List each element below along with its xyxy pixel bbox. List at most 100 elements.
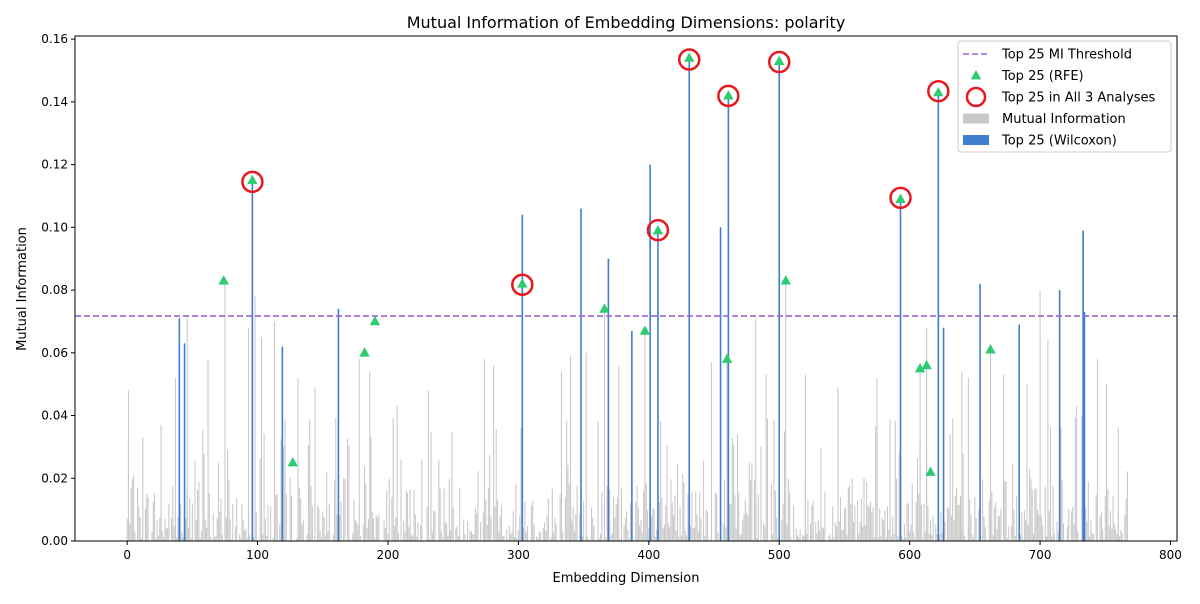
mi-bar (669, 527, 671, 541)
wilcoxon-bar (657, 230, 659, 541)
mi-bar (306, 534, 308, 541)
rfe-marker (933, 86, 944, 97)
mi-bar (298, 487, 300, 541)
mi-bar (773, 419, 775, 541)
mi-bar (467, 521, 469, 541)
mi-bar (339, 515, 341, 541)
mi-bar (187, 528, 189, 541)
mi-bar (902, 539, 904, 541)
mi-bar (581, 535, 583, 541)
mi-bar (474, 507, 476, 541)
mi-bar (360, 535, 362, 541)
mi-bar (939, 534, 941, 541)
mi-bar (871, 512, 873, 541)
mi-bar (872, 507, 874, 541)
mi-bar (614, 517, 616, 541)
mi-bar (746, 512, 748, 541)
mi-bar (426, 506, 428, 541)
rfe-marker (599, 303, 610, 313)
mi-bar (763, 523, 765, 541)
mi-bar (1086, 521, 1088, 541)
mi-bar (967, 377, 969, 541)
mi-bar (354, 519, 356, 541)
mi-bar (961, 371, 963, 541)
mi-bar (562, 532, 564, 541)
mi-bar (802, 534, 804, 541)
mi-bar (674, 495, 676, 541)
mi-bar (413, 489, 415, 541)
mi-bar (494, 506, 496, 541)
mi-bar (723, 479, 725, 541)
mi-bar (853, 522, 855, 541)
mi-bar (513, 537, 516, 541)
mi-bar (999, 516, 1001, 541)
mi-bar (1099, 516, 1101, 541)
mi-bar (738, 492, 740, 541)
mi-bar (232, 504, 234, 541)
mi-bar (280, 439, 282, 541)
x-tick-label: 600 (898, 548, 921, 562)
rfe-marker (247, 174, 258, 185)
mi-bar (375, 515, 377, 541)
mi-bar (283, 446, 285, 541)
mi-bar (667, 523, 669, 541)
mi-bar (300, 498, 302, 541)
mi-bar (850, 504, 852, 541)
mi-bar (358, 359, 360, 541)
mi-bar (1029, 468, 1031, 541)
mi-bar (1116, 533, 1118, 541)
mi-bar (430, 432, 432, 541)
mi-bar (860, 498, 862, 541)
mi-bar (1124, 515, 1126, 541)
legend-box (957, 40, 1172, 153)
mi-bar (414, 514, 416, 541)
mi-bar (799, 529, 801, 541)
mi-bar (229, 519, 231, 541)
mi-bar (888, 529, 890, 541)
mi-bar (431, 532, 433, 541)
mi-bar (654, 537, 656, 541)
mi-bar (545, 530, 547, 541)
mi-bar (485, 499, 487, 541)
mi-bar (856, 500, 859, 541)
mi-bar (692, 528, 694, 541)
mi-bar (941, 532, 943, 541)
mi-bar (1072, 506, 1074, 541)
mi-bar (862, 527, 864, 541)
mi-bar (1109, 511, 1112, 541)
mi-bar (863, 477, 865, 541)
mi-bar (789, 491, 791, 541)
mi-bar (433, 510, 435, 541)
mi-bar (1039, 290, 1041, 541)
mi-bar (1040, 516, 1042, 541)
mi-bar (536, 536, 538, 541)
mi-bar (1003, 374, 1005, 541)
mi-bar (347, 438, 349, 541)
mi-bar (186, 318, 188, 541)
mi-bar (1035, 488, 1037, 541)
wilcoxon-bar (719, 227, 722, 541)
mi-bar (405, 490, 407, 541)
mi-bar (927, 505, 929, 541)
mi-bar (648, 527, 650, 541)
mi-bar (489, 455, 491, 541)
mi-bar (836, 526, 838, 541)
mi-bar (438, 460, 440, 541)
mi-bar (156, 520, 158, 541)
mi-bar (731, 437, 733, 541)
mi-bar (628, 538, 630, 541)
mi-bar (593, 525, 595, 541)
mi-bar (417, 522, 419, 541)
mi-bar (1048, 511, 1050, 541)
mi-bar (377, 517, 379, 541)
rfe-marker (218, 275, 229, 285)
mi-bar (344, 478, 346, 541)
mi-bar (439, 488, 441, 541)
mi-bar (1066, 526, 1068, 541)
mi-bar (177, 517, 179, 541)
rfe-marker (921, 359, 932, 370)
mi-bar (386, 489, 388, 541)
mi-bar (1119, 536, 1121, 541)
mi-bar (645, 483, 647, 541)
mi-bar (1013, 510, 1015, 541)
